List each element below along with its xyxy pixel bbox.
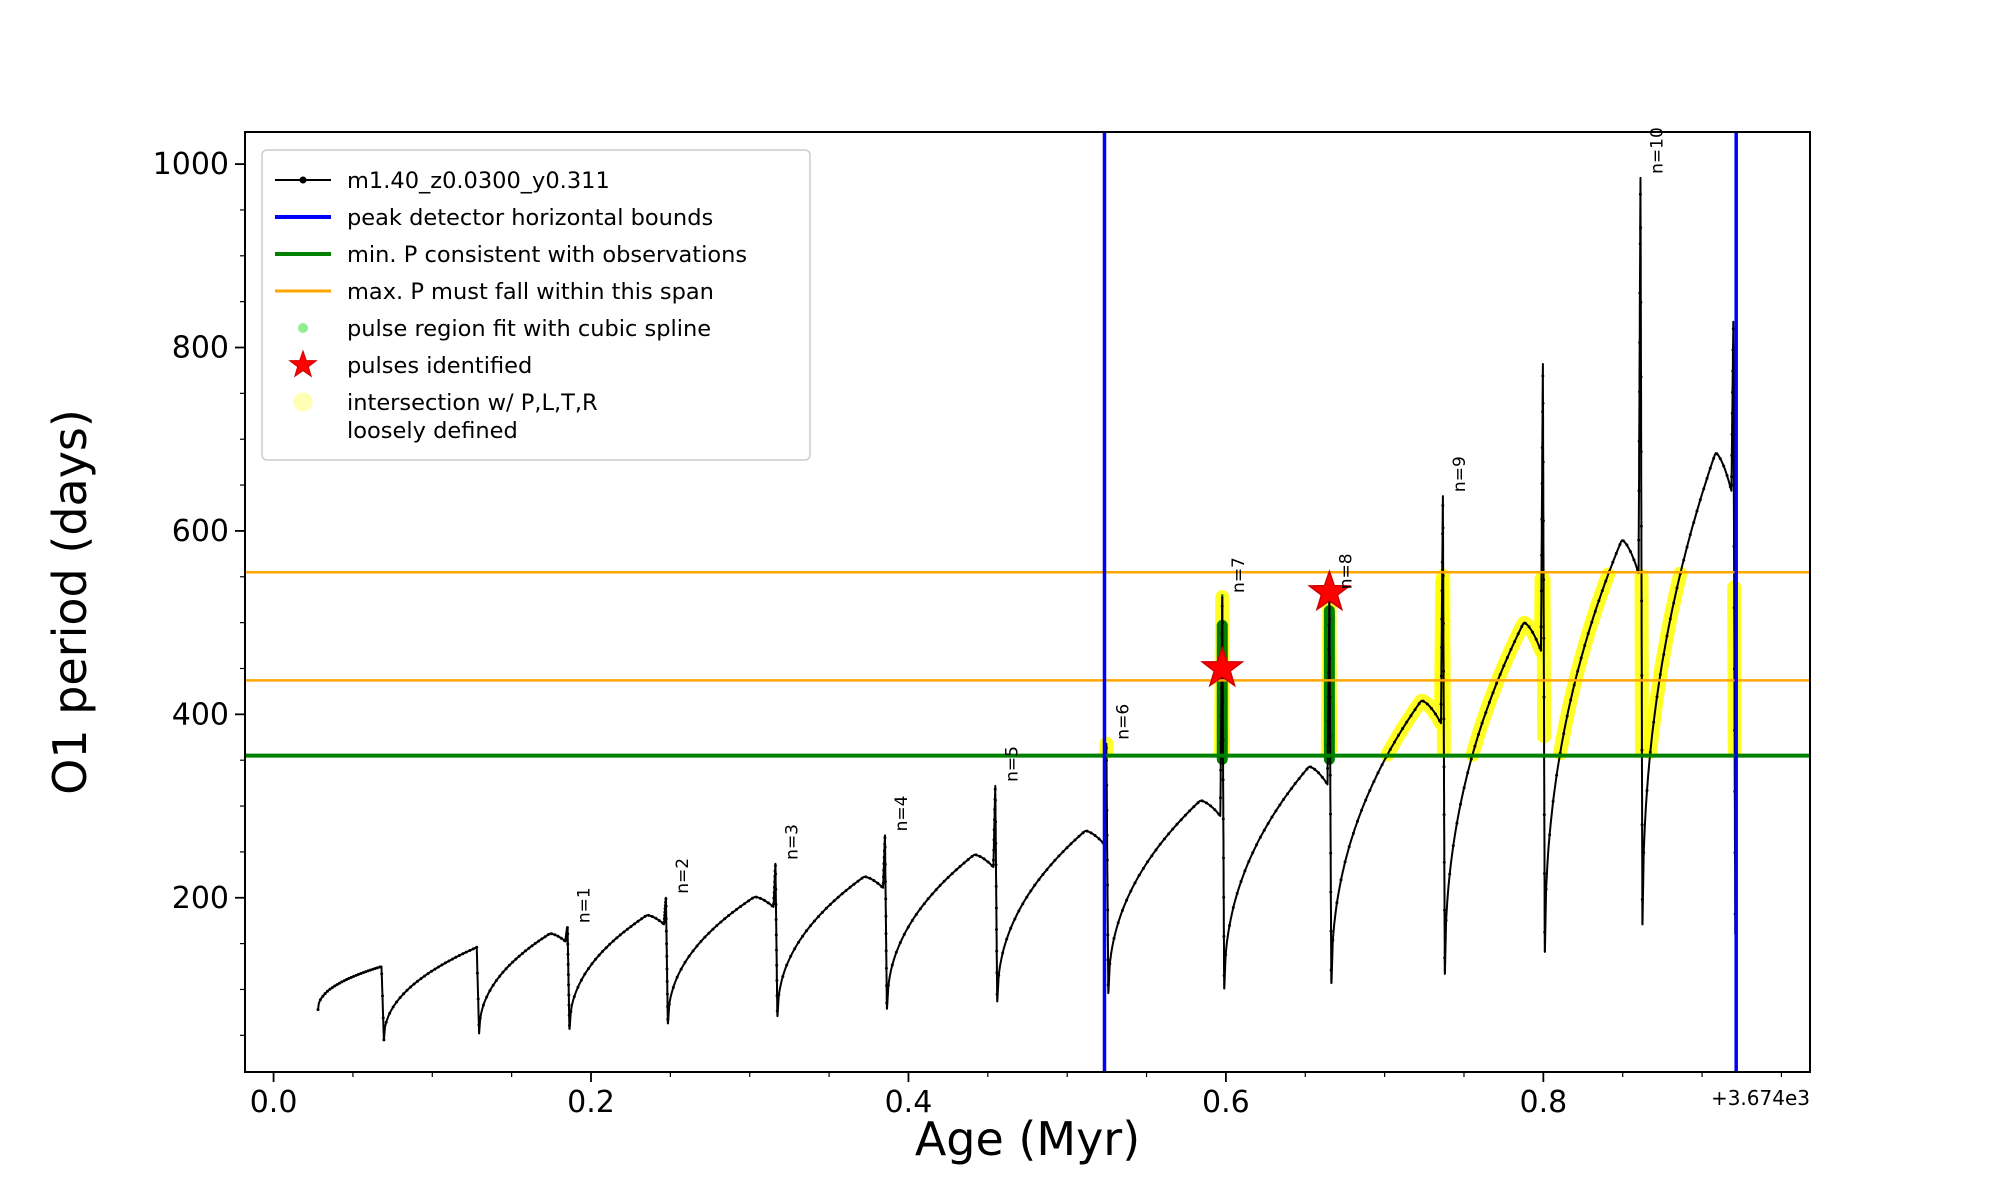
intersection-dot-marker [293,392,313,412]
pulse-number-label: n=2 [673,858,693,894]
pulse-number-label: n=6 [1113,704,1133,740]
series-curve [317,176,1737,1041]
y-tick-label: 200 [172,881,229,916]
legend-label: pulses identified [347,353,532,379]
y-tick-label: 400 [172,697,229,732]
legend-entry: m1.40_z0.0300_y0.311 [275,168,610,194]
x-tick-label: 0.8 [1519,1085,1567,1120]
legend-label: intersection w/ P,L,T,R [347,390,598,416]
pulse-star [1307,569,1352,612]
axis-ticks: 0.0 0.2 0.4 0.6 0.8 200 400 600 800 1000 [153,147,1783,1120]
pulse-number-label: n=7 [1229,557,1249,593]
y-tick-label: 600 [172,514,229,549]
legend-label: pulse region fit with cubic spline [347,316,711,342]
y-axis-label: O1 period (days) [43,409,97,795]
pulse-number-label: n=5 [1002,746,1022,782]
legend-entry: max. P must fall within this span [275,279,714,305]
legend-entry: min. P consistent with observations [275,242,747,268]
y-tick-label: 1000 [153,147,229,182]
pulse-fit-dot-marker [298,323,308,333]
pulse-number-label: n=8 [1336,553,1356,589]
legend-entry: peak detector horizontal bounds [275,205,713,231]
x-tick-label: 0.2 [567,1085,615,1120]
pulse-number-label: n=4 [892,796,912,832]
pulse-star [1200,645,1245,688]
x-axis-offset-text: +3.674e3 [1710,1086,1810,1110]
legend-label: m1.40_z0.0300_y0.311 [347,168,610,194]
x-axis-label: Age (Myr) [914,1112,1141,1166]
pulse-star-marker [288,349,318,378]
legend-label: min. P consistent with observations [347,242,747,268]
pulse-number-label: n=9 [1450,456,1470,492]
legend-label: peak detector horizontal bounds [347,205,713,231]
legend-entry: pulses identified [288,349,532,379]
series-markers [316,192,1737,1042]
x-tick-label: 0.4 [885,1085,933,1120]
x-tick-label: 0.0 [250,1085,298,1120]
y-tick-label: 800 [172,331,229,366]
legend-label: max. P must fall within this span [347,279,714,305]
series-line-marker [275,176,331,184]
pulse-number-label: n=1 [575,887,595,923]
pulse-number-label: n=3 [782,824,802,860]
legend-label: loosely defined [347,418,518,444]
pulse-number-label: n=10 [1647,127,1667,174]
x-tick-label: 0.6 [1202,1085,1250,1120]
legend-entry: pulse region fit with cubic spline [298,316,711,342]
plot-frame [244,131,1811,1073]
legend-box [261,149,811,461]
